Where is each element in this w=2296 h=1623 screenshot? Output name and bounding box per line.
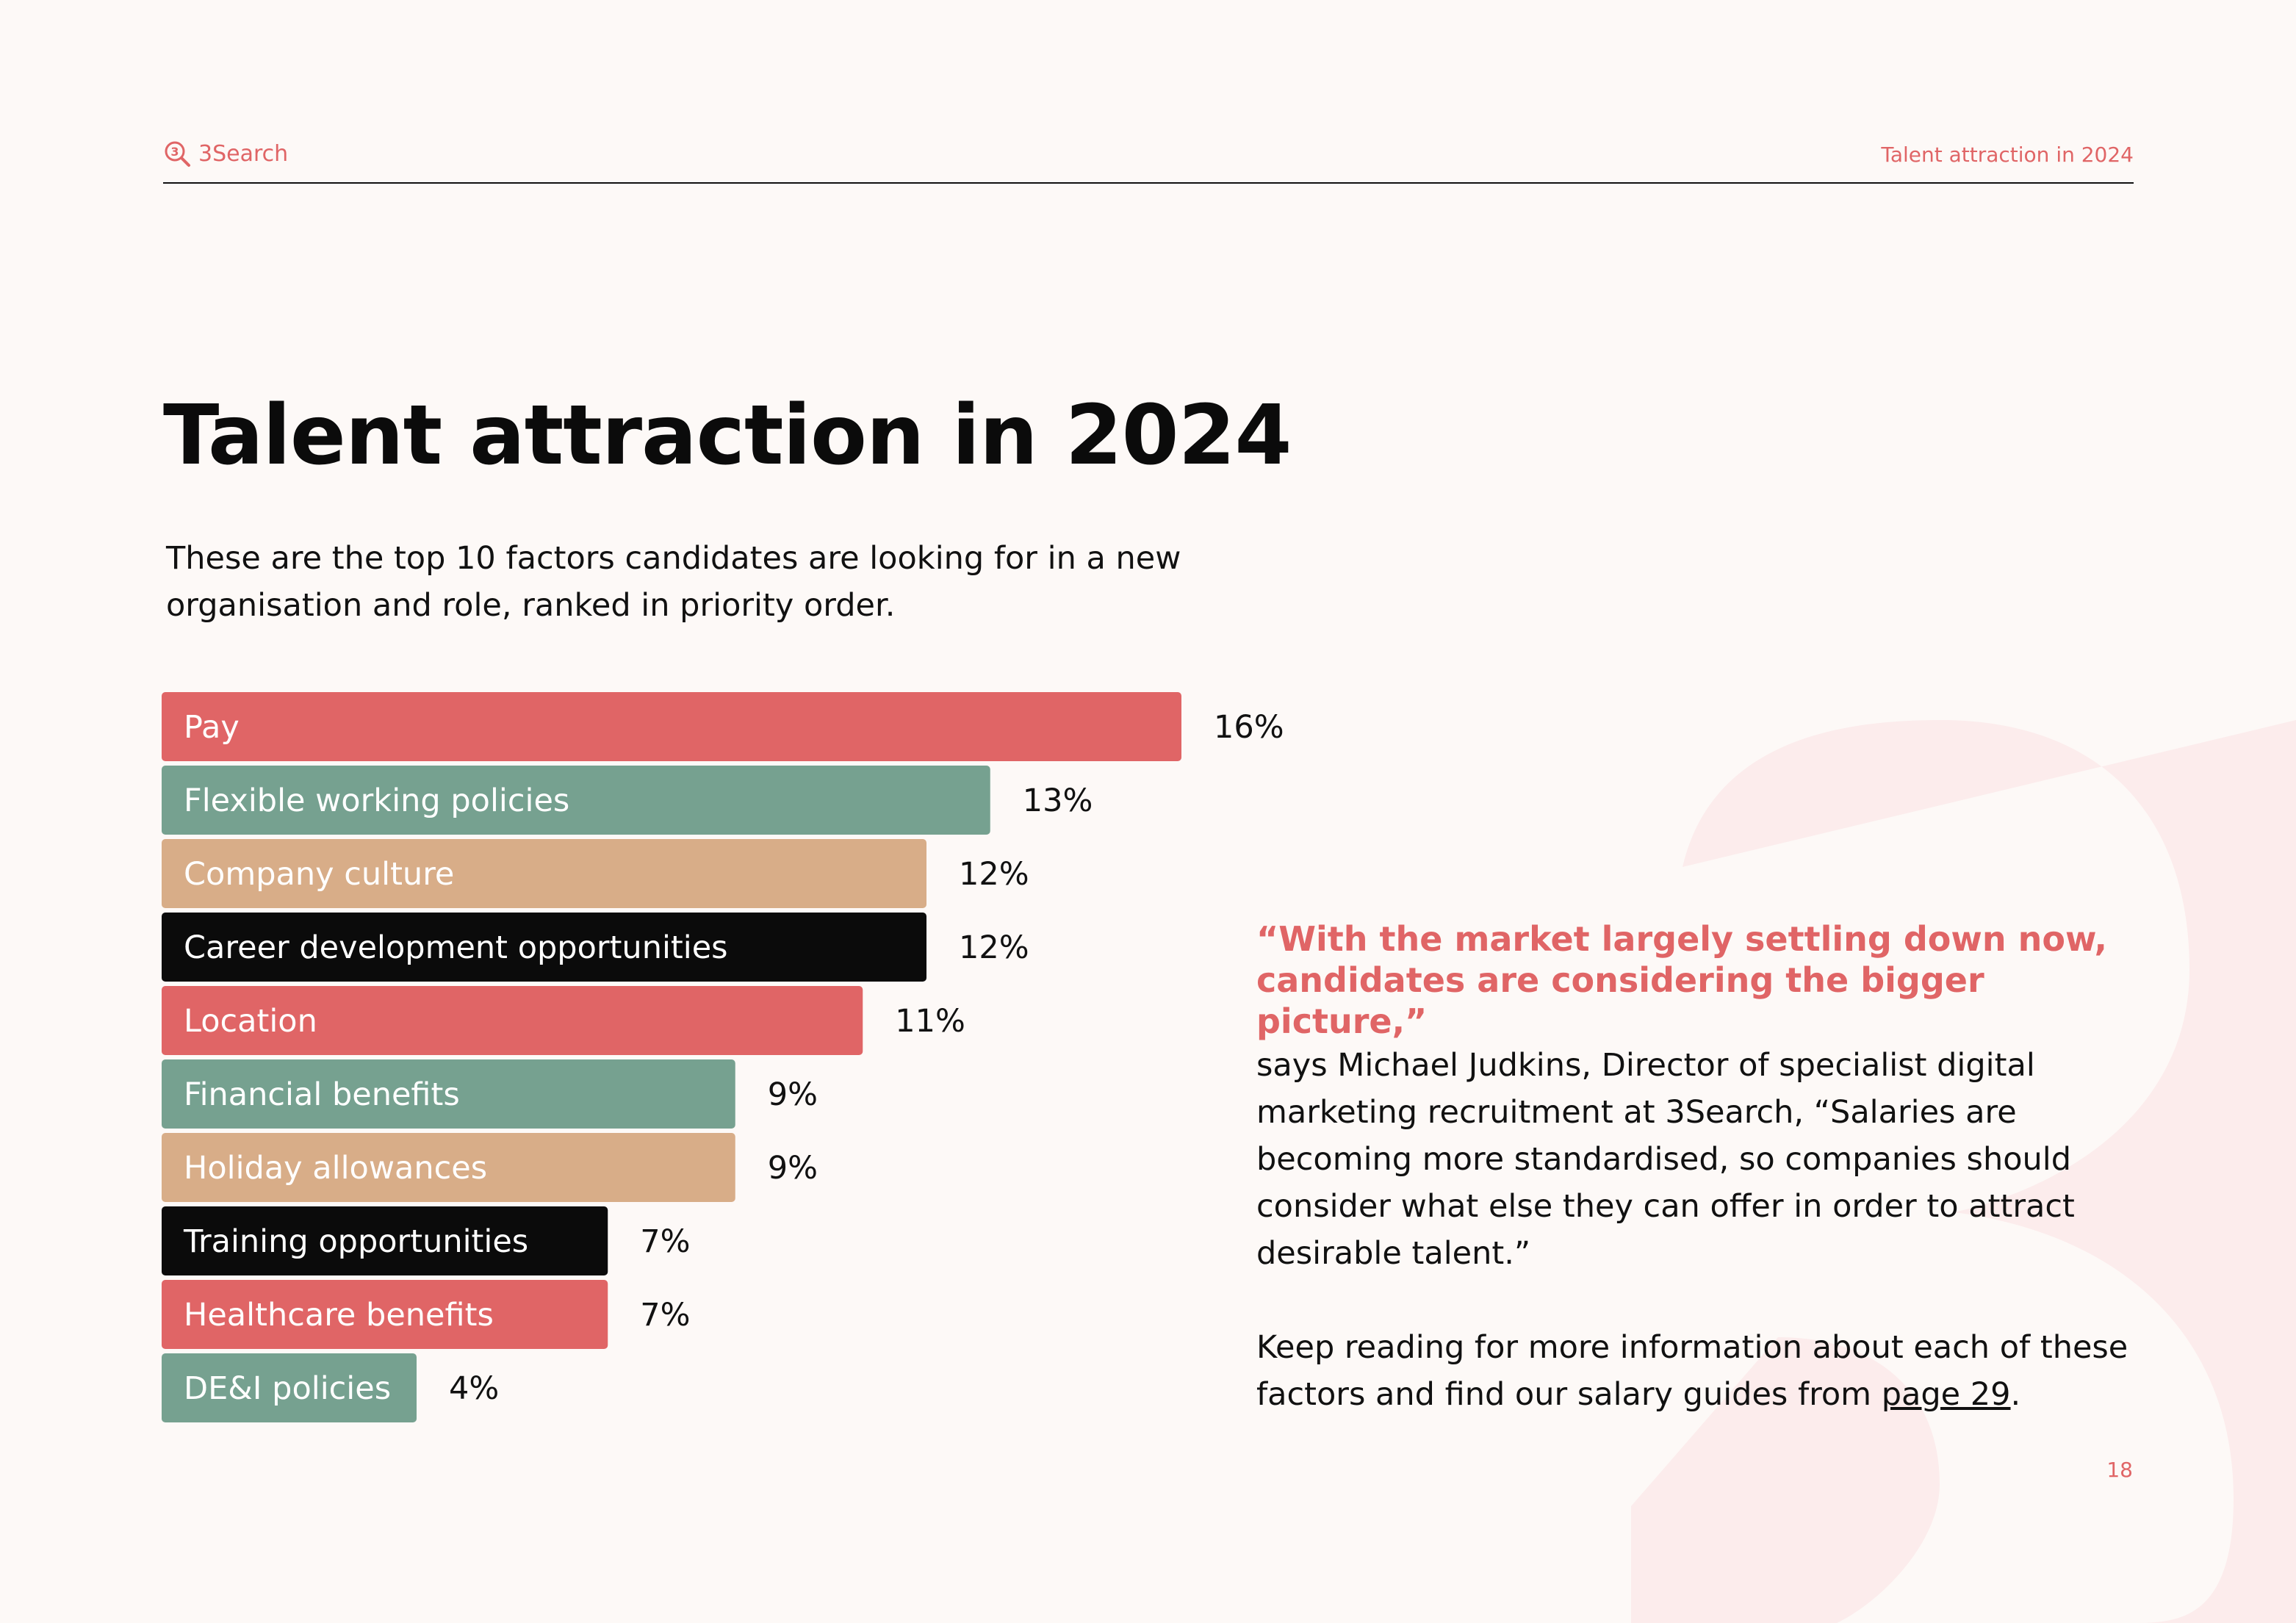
page-29-link[interactable]: page 29: [1881, 1376, 2011, 1413]
bar-category-label: Flexible working policies: [184, 782, 569, 819]
bar-value-label: 12%: [959, 929, 1029, 966]
bar-category-label: DE&I policies: [184, 1370, 391, 1407]
bar: [162, 913, 926, 982]
bar-value-label: 4%: [449, 1370, 499, 1407]
cta-end: .: [2010, 1376, 2021, 1413]
svg-text:3: 3: [170, 145, 179, 159]
bar: [162, 692, 1181, 761]
bar-category-label: Career development opportunities: [184, 929, 728, 966]
bar-category-label: Company culture: [184, 856, 454, 893]
bar: [162, 1206, 608, 1275]
bar: [162, 766, 990, 835]
bar-value-label: 13%: [1023, 782, 1093, 819]
page-subtitle: These are the top 10 factors candidates …: [166, 540, 1181, 624]
page-title: Talent attraction in 2024: [163, 388, 1292, 483]
magnifier-3-icon: 3: [165, 141, 190, 167]
bar: [162, 839, 926, 908]
cta-text: Keep reading for more information about …: [1256, 1329, 2128, 1413]
bar-value-label: 16%: [1214, 709, 1284, 746]
bar: [162, 1280, 608, 1349]
page-header: 3 3Search Talent attraction in 2024: [163, 140, 2134, 184]
quote-paragraph: “With the market largely settling down n…: [1256, 918, 2160, 1277]
bar-value-label: 9%: [768, 1150, 818, 1187]
bar-value-label: 12%: [959, 856, 1029, 893]
bar: [162, 1353, 417, 1422]
quote-block: “With the market largely settling down n…: [1256, 918, 2160, 1418]
page-number: 18: [2106, 1458, 2133, 1482]
brand-name: 3Search: [198, 140, 289, 167]
bar-category-label: Location: [184, 1003, 317, 1040]
bar-category-label: Financial benefits: [184, 1076, 460, 1113]
header-section-title: Talent attraction in 2024: [1881, 143, 2134, 167]
bar-value-label: 7%: [640, 1223, 690, 1260]
bar-value-label: 11%: [895, 1003, 965, 1040]
bar-category-label: Healthcare benefits: [184, 1297, 494, 1334]
bar: [162, 1133, 735, 1202]
brand-logo: 3 3Search: [163, 140, 288, 168]
bar: [162, 986, 863, 1055]
bar-value-label: 7%: [640, 1297, 690, 1334]
bar-category-label: Holiday allowances: [184, 1150, 487, 1187]
quote-highlight: “With the market largely settling down n…: [1256, 919, 2107, 1041]
bar-category-label: Training opportunities: [183, 1223, 528, 1260]
cta-paragraph: Keep reading for more information about …: [1256, 1324, 2160, 1418]
bar-value-label: 9%: [768, 1076, 818, 1113]
quote-body: says Michael Judkins, Director of specia…: [1256, 1047, 2075, 1272]
bar-category-label: Pay: [184, 709, 240, 746]
bar: [162, 1059, 735, 1129]
